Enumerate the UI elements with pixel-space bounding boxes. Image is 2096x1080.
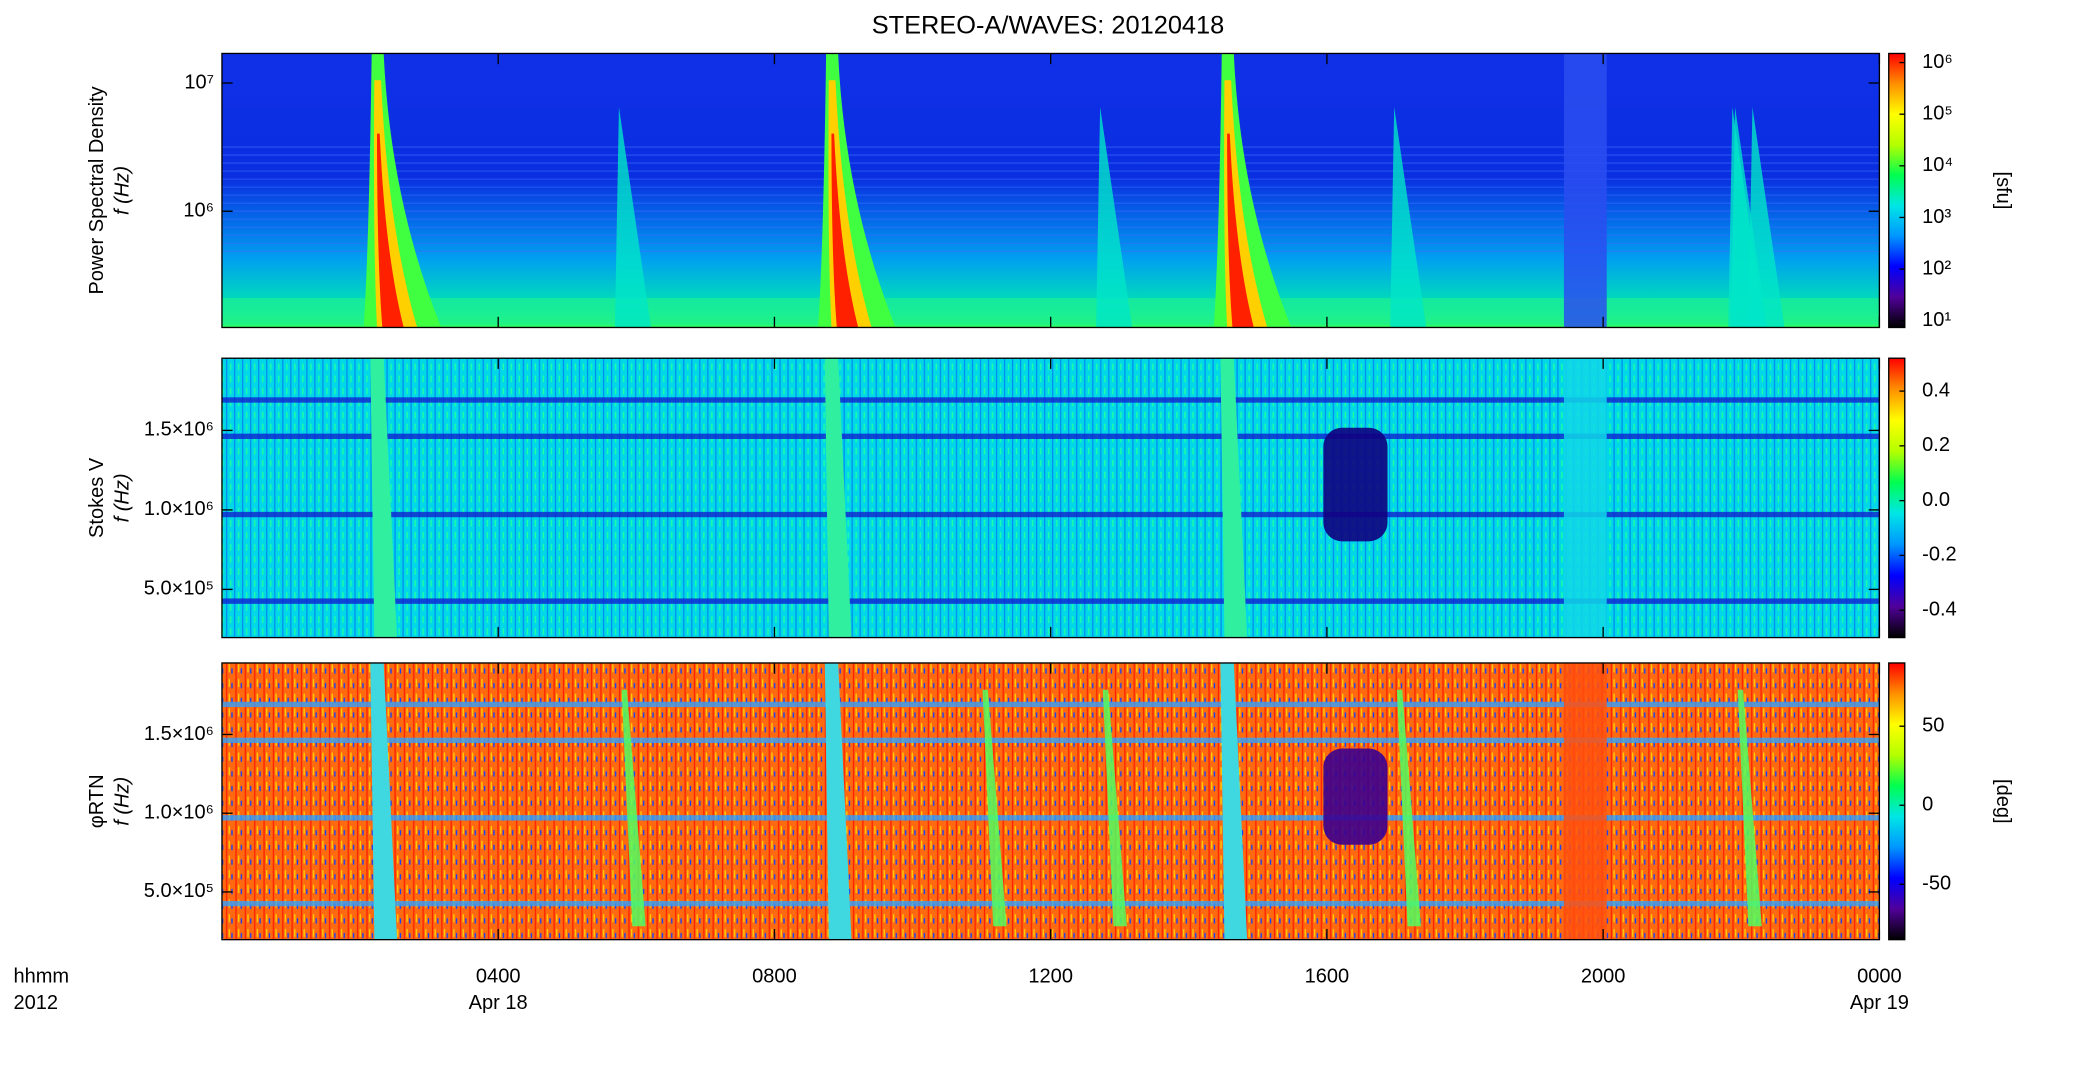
spectrogram-burst [1220, 358, 1248, 638]
x-tick-label: 0400 [476, 965, 521, 987]
y-tick-label: 1.0×10⁶ [144, 801, 214, 823]
colorbar-tick-label: -0.2 [1922, 544, 1957, 566]
spectrogram-burst [621, 689, 646, 927]
spectrogram-band [221, 900, 1880, 907]
data-gap [1563, 662, 1607, 940]
x-tick-label: 0000 [1857, 965, 1902, 987]
spectrogram-burst [614, 106, 652, 328]
y-tick-label: 10⁷ [184, 71, 214, 93]
data-gap [1563, 358, 1607, 638]
y-tick-label: 5.0×10⁵ [144, 578, 214, 600]
spectrogram-band [221, 598, 1880, 604]
x-tick-label: 2000 [1581, 965, 1626, 987]
spectrogram-burst [377, 133, 404, 328]
colorbar-tick-label: 10⁶ [1922, 51, 1953, 73]
spectrogram-burst [982, 689, 1007, 927]
spectrogram-burst [1096, 106, 1133, 328]
y-tick-label: 1.5×10⁶ [144, 723, 214, 745]
spectrogram-blob [1323, 748, 1388, 845]
y-tick-label: 5.0×10⁵ [144, 880, 214, 902]
spectrogram-burst [1220, 662, 1248, 940]
spectrogram-burst [1731, 106, 1768, 328]
colorbar-tick-label: 0 [1922, 794, 1933, 816]
y-axis-label: f (Hz) [111, 166, 133, 215]
y-axis-label: Power Spectral Density [86, 86, 108, 294]
y-axis-label: Stokes V [86, 457, 108, 538]
spectrogram-burst [1737, 689, 1762, 927]
spectrogram-band [221, 737, 1880, 744]
colorbar-tick-label: 10¹ [1922, 309, 1951, 331]
x-tick-label: 1600 [1305, 965, 1350, 987]
y-axis-label: f (Hz) [111, 777, 133, 826]
colorbar-tick-label: 10⁴ [1922, 154, 1953, 176]
y-tick-label: 1.5×10⁶ [144, 419, 214, 441]
spectrogram-band [221, 397, 1880, 403]
spectrogram-band [221, 701, 1880, 708]
x-date-label: Apr 18 [469, 992, 528, 1014]
x-axis-label: 2012 [13, 992, 58, 1014]
colorbar [1888, 357, 1906, 639]
chart-title: STEREO-A/WAVES: 20120418 [872, 11, 1225, 39]
spectrogram-band [221, 433, 1880, 439]
spectrogram-burst [831, 133, 859, 328]
spectrogram-burst [1102, 689, 1127, 927]
spectrogram-burst [370, 358, 398, 638]
colorbar [1888, 52, 1906, 329]
colorbar-tick-label: 0.4 [1922, 379, 1950, 401]
spectrogram-burst [824, 662, 852, 940]
colorbar-tick-label: 10² [1922, 257, 1951, 279]
x-date-label: Apr 19 [1850, 992, 1909, 1014]
colorbar-tick-label: 50 [1922, 715, 1944, 737]
spectrogram-blob [1323, 427, 1388, 542]
colorbar-tick-label: 0.0 [1922, 489, 1950, 511]
y-axis-label: f (Hz) [111, 473, 133, 522]
y-tick-label: 1.0×10⁶ [144, 498, 214, 520]
spectrogram-burst [1396, 689, 1421, 927]
colorbar-tick-label: -0.4 [1922, 598, 1957, 620]
x-tick-label: 1200 [1028, 965, 1073, 987]
spectrogram-band [221, 815, 1880, 821]
spectrogram-burst [824, 358, 852, 638]
colorbar-tick-label: 10⁵ [1922, 102, 1953, 124]
y-tick-label: 10⁶ [183, 200, 214, 222]
spectrogram-burst [370, 662, 398, 940]
spectrogram-burst [1227, 133, 1254, 328]
x-tick-label: 0800 [752, 965, 797, 987]
data-gap [1563, 53, 1607, 328]
colorbar-tick-label: -50 [1922, 873, 1951, 895]
colorbar-label: [sfu] [1992, 172, 2014, 210]
spectrogram-background [221, 53, 1880, 328]
colorbar [1888, 662, 1906, 941]
y-axis-label: φRTN [86, 774, 108, 828]
colorbar-tick-label: 10³ [1922, 206, 1951, 228]
spectrogram-burst [1390, 106, 1427, 328]
x-axis-label: hhmm [13, 965, 69, 987]
colorbar-label: [deg] [1992, 779, 2014, 824]
spectrogram-band [221, 511, 1880, 518]
colorbar-tick-label: 0.2 [1922, 434, 1950, 456]
